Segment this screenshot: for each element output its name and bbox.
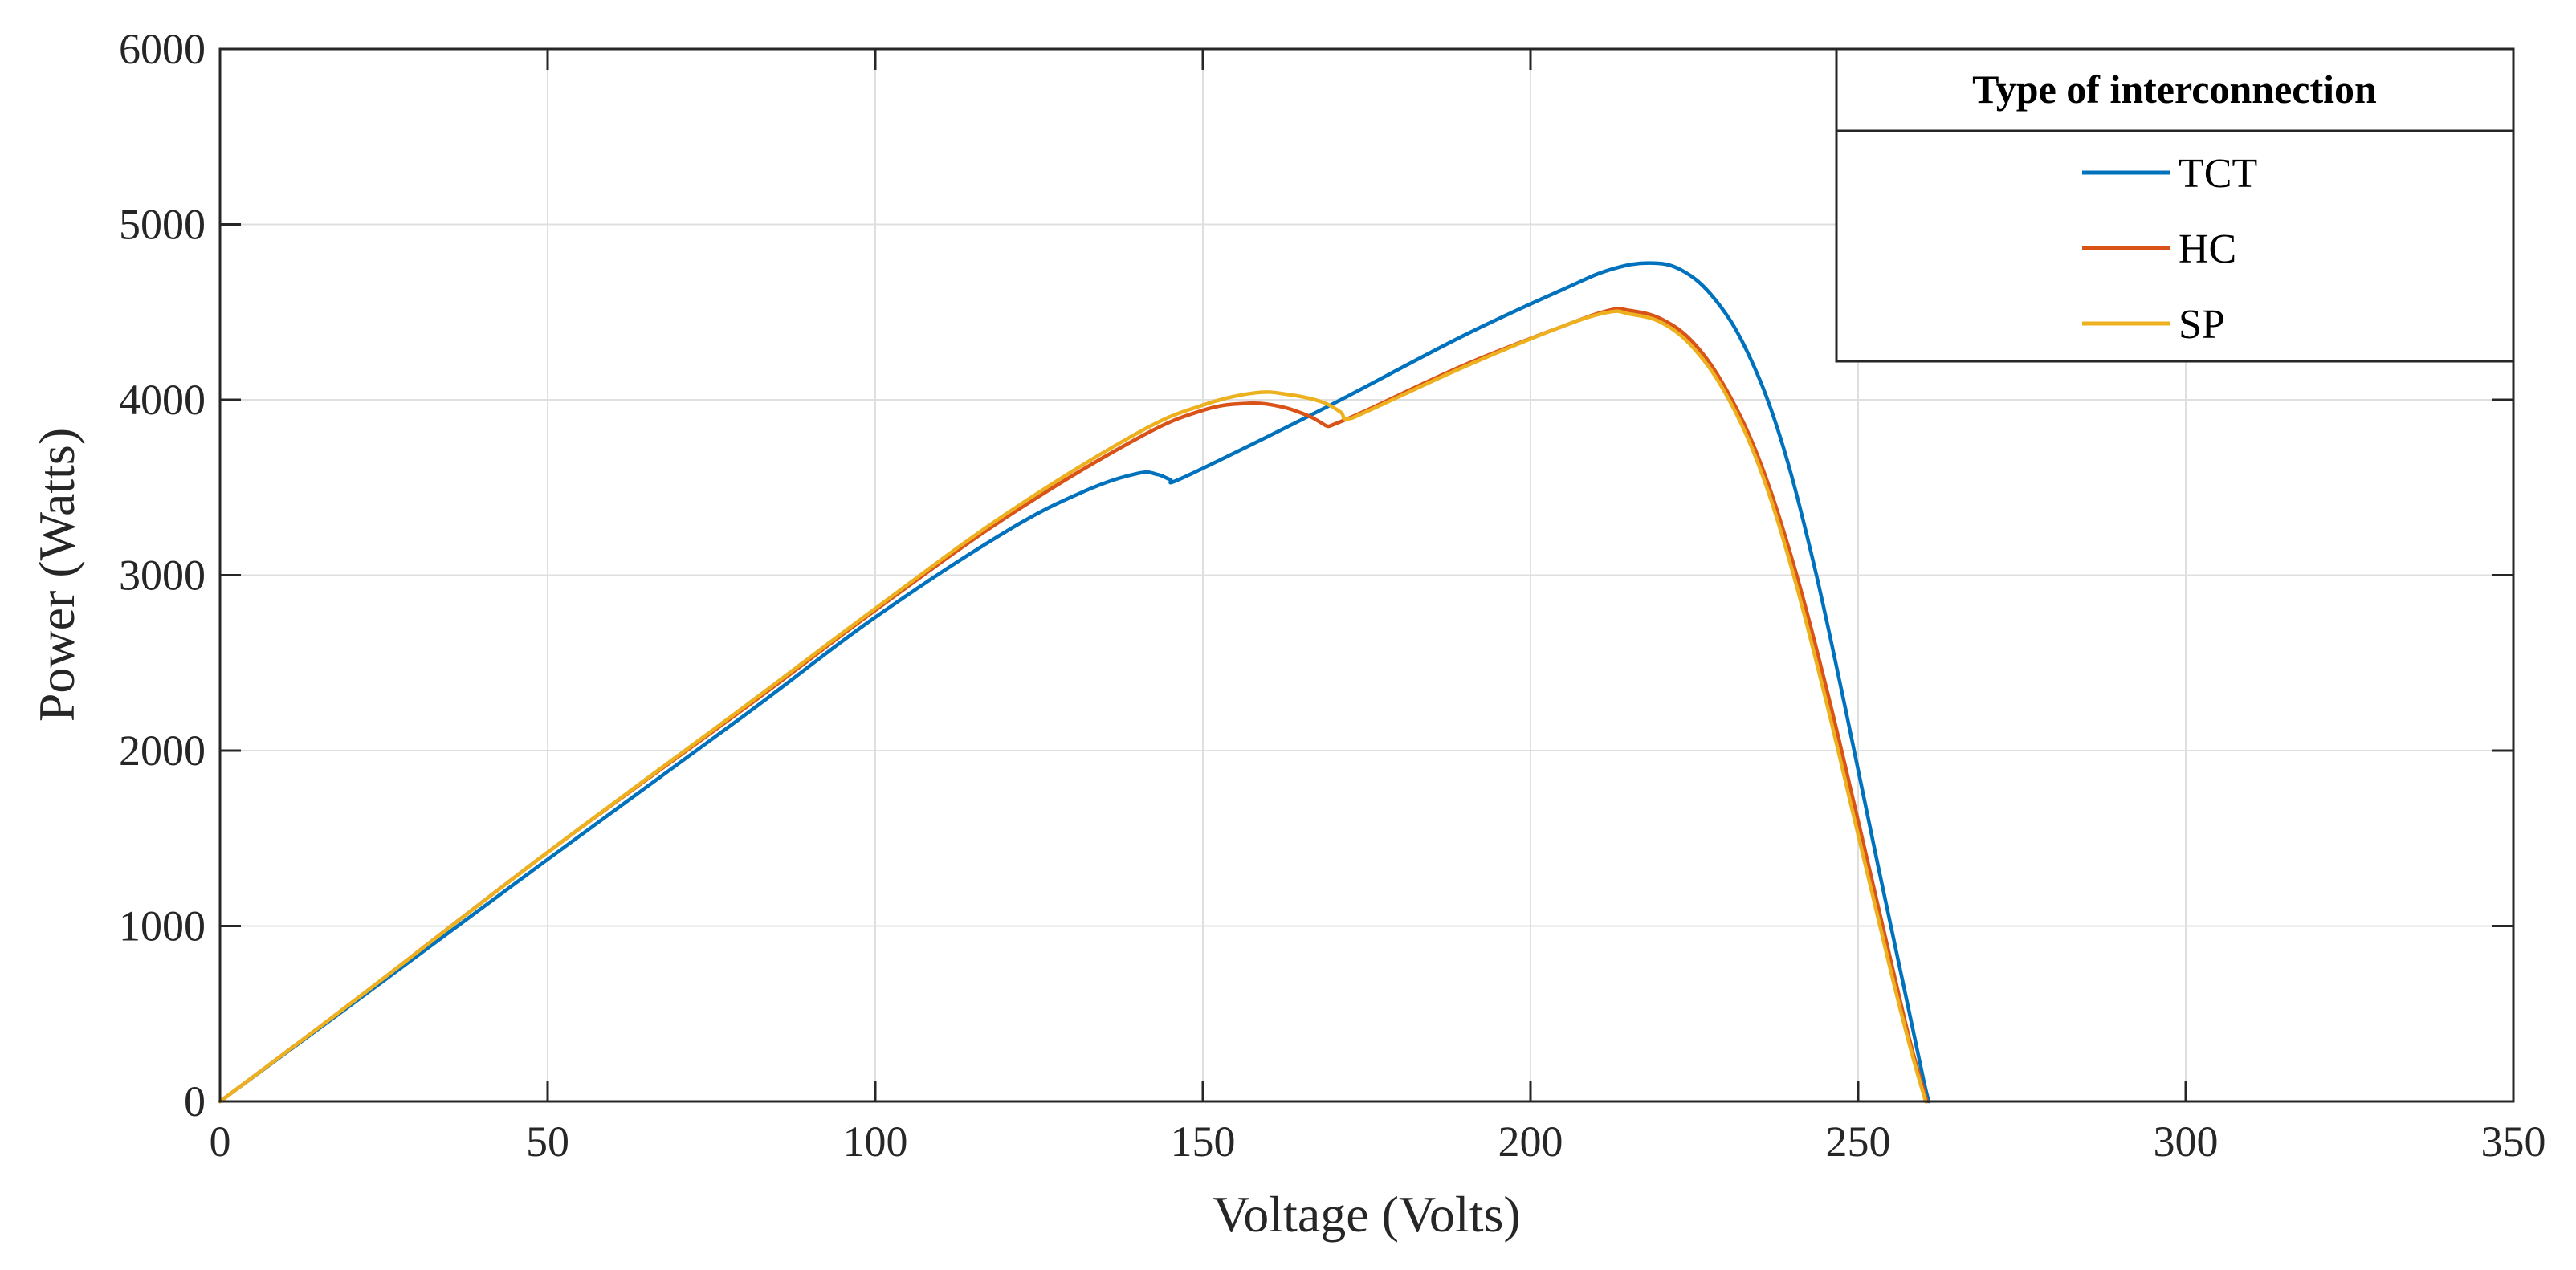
x-tick-labels: 0 50 100 150 200 250 300 350 [210, 1117, 2546, 1166]
legend-box [1835, 47, 2515, 363]
y-tick-label: 0 [184, 1077, 206, 1125]
y-tick-label: 3000 [119, 552, 206, 600]
x-tick-label: 200 [1498, 1117, 1563, 1166]
legend-label-tct: TCT [2179, 151, 2257, 197]
series-line-tct [218, 261, 1931, 1104]
y-tick-label: 1000 [119, 902, 206, 950]
x-tick-label: 100 [843, 1117, 908, 1166]
y-tick-labels: 0 1000 2000 3000 4000 5000 6000 [119, 25, 206, 1125]
x-tick-label: 250 [1826, 1117, 1891, 1166]
y-axis-title: Power (Watts) [28, 428, 85, 722]
legend-label-sp: SP [2179, 302, 2225, 348]
series-lines [218, 261, 1931, 1104]
y-tick-label: 6000 [119, 25, 206, 73]
legend-entries: TCT HC SP [2082, 151, 2257, 348]
legend-label-hc: HC [2179, 226, 2236, 272]
x-axis-title: Voltage (Volts) [1213, 1186, 1520, 1243]
x-tick-label: 300 [2154, 1117, 2219, 1166]
series-line-sp [218, 309, 1928, 1104]
x-tick-label: 350 [2481, 1117, 2546, 1166]
x-tick-label: 150 [1171, 1117, 1236, 1166]
y-tick-label: 4000 [119, 376, 206, 424]
x-tick-label: 0 [210, 1117, 231, 1166]
legend: Type of interconnection TCT HC SP [1835, 47, 2515, 363]
x-tick-label: 50 [526, 1117, 569, 1166]
y-tick-label: 5000 [119, 201, 206, 249]
y-tick-label: 2000 [119, 727, 206, 775]
legend-title: Type of interconnection [1972, 67, 2377, 112]
